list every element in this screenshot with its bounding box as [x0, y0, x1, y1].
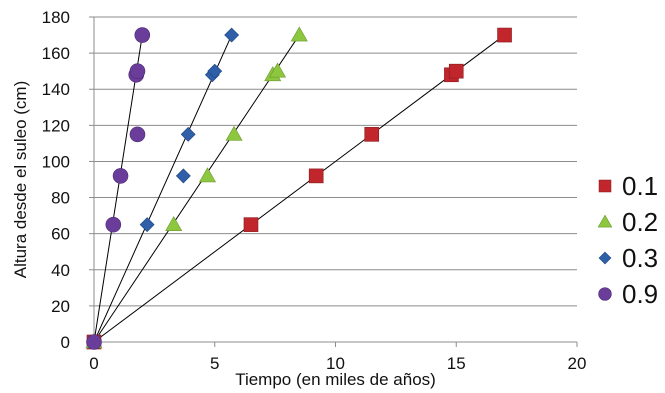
trendline-series-0.2: [93, 34, 300, 343]
y-tick-label-140: 140: [42, 80, 70, 99]
y-tick-label-40: 40: [51, 261, 70, 280]
data-points: [85, 26, 512, 350]
legend-marker-0.3: [598, 251, 612, 265]
data-point-0.2-5: [269, 62, 287, 78]
legend-label-0.1: 0.1: [622, 171, 658, 201]
data-point-0.2-1: [165, 216, 183, 231]
y-tick-label-20: 20: [51, 297, 70, 316]
y-tick-label-0: 0: [61, 333, 70, 352]
data-point-0.1-2: [308, 168, 324, 184]
x-tick-label-5: 5: [210, 354, 219, 373]
data-point-0.1-5: [448, 63, 464, 79]
data-point-0.3-3: [180, 126, 196, 142]
data-point-0.9-6: [134, 27, 151, 43]
legend-marker-0.1: [598, 179, 612, 193]
trendline-series-0.1: [93, 34, 505, 343]
legend-label-0.2: 0.2: [622, 207, 658, 237]
legend-marker-0.9: [598, 287, 612, 301]
data-point-0.9-3: [129, 126, 146, 143]
data-point-0.9-2: [112, 168, 129, 184]
data-point-0.1-6: [497, 27, 512, 43]
legend-label-0.3: 0.3: [622, 243, 658, 273]
y-axis-title: Altura desde el suleo (cm): [11, 81, 30, 278]
legend: 0.1 0.2 0.3 0.9: [597, 171, 658, 309]
legend-label-0.9: 0.9: [622, 279, 658, 309]
y-tick-label-100: 100: [42, 152, 70, 171]
data-point-0.9-5: [129, 63, 146, 79]
data-point-0.3-6: [224, 27, 240, 43]
y-tick-label-160: 160: [42, 44, 70, 63]
data-point-0.1-3: [364, 127, 380, 142]
x-axis-title: Tiempo (en miles de años): [235, 370, 436, 389]
data-point-0.3-2: [175, 168, 191, 184]
data-point-0.9-0: [86, 334, 102, 350]
trendline-series-0.3: [93, 34, 233, 343]
tick-labels: 0 20 40 60 80 100 120 140 160 180 0 5 10 15 20: [42, 8, 587, 373]
y-tick-label-120: 120: [42, 116, 70, 135]
data-point-0.2-3: [225, 125, 243, 141]
trendlines: [93, 34, 505, 343]
data-point-0.1-1: [243, 217, 259, 232]
data-point-0.3-5: [207, 63, 223, 79]
x-tick-label-20: 20: [568, 354, 587, 373]
axes: [89, 16, 578, 347]
data-point-0.2-6: [290, 26, 308, 42]
legend-marker-0.2: [597, 214, 613, 228]
x-tick-label-0: 0: [89, 354, 98, 373]
x-tick-label-15: 15: [447, 354, 466, 373]
y-tick-label-60: 60: [51, 225, 70, 244]
y-tick-label-180: 180: [42, 8, 70, 27]
x-tick-label-10: 10: [326, 354, 345, 373]
data-point-0.3-1: [139, 217, 155, 233]
trendline-series-0.9: [93, 34, 143, 343]
y-tick-label-80: 80: [51, 189, 70, 208]
data-point-0.9-1: [105, 216, 122, 233]
data-point-0.2-2: [198, 167, 217, 183]
